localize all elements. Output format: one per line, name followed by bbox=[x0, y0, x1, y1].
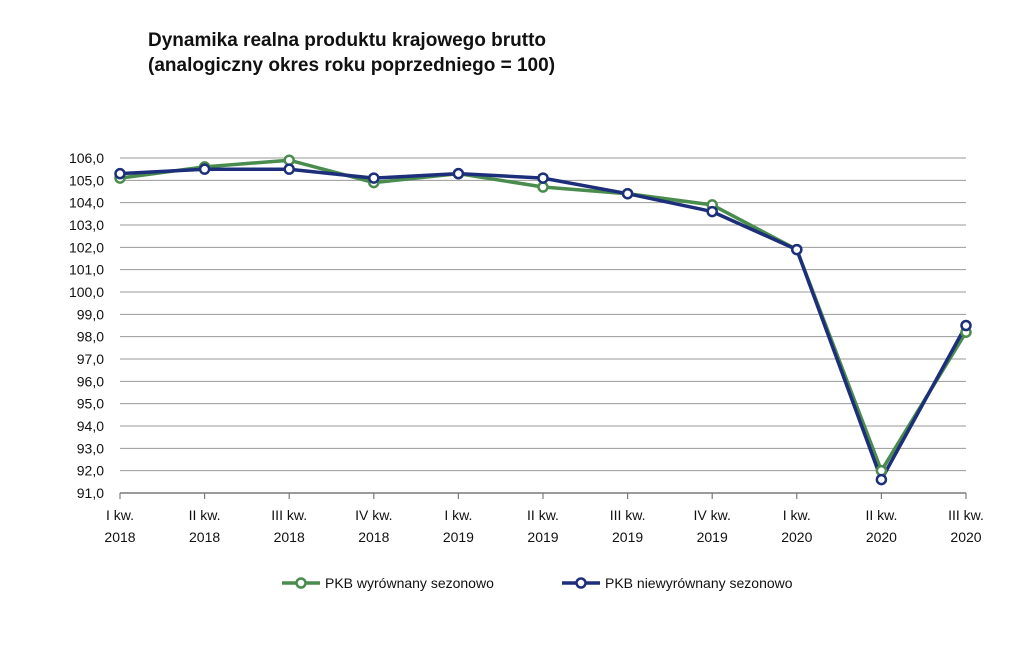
x-tick-label-year: 2018 bbox=[358, 529, 389, 545]
y-tick-label: 98,0 bbox=[77, 329, 104, 345]
y-tick-label: 97,0 bbox=[77, 351, 104, 367]
data-point-series-1 bbox=[368, 172, 380, 184]
gridlines bbox=[120, 157, 966, 494]
y-tick-label: 91,0 bbox=[77, 485, 104, 501]
data-point-series-0 bbox=[875, 464, 888, 477]
chart-title-block: Dynamika realna produktu krajowego brutt… bbox=[148, 28, 555, 78]
x-tick-label-quarter: III kw. bbox=[948, 507, 984, 523]
data-point-series-0 bbox=[283, 154, 295, 166]
x-tick-label-year: 2019 bbox=[697, 529, 728, 545]
x-tick-label-quarter: II kw. bbox=[189, 507, 221, 523]
data-point-series-0 bbox=[537, 181, 549, 193]
data-point-series-1 bbox=[960, 319, 972, 332]
x-tick-label-quarter: II kw. bbox=[527, 507, 559, 523]
y-tick-label: 101,0 bbox=[69, 262, 104, 278]
legend-item-seasonally-adjusted: PKB wyrównany sezonowo bbox=[281, 568, 494, 598]
x-tick-label-year: 2018 bbox=[274, 529, 305, 545]
legend: PKB wyrównany sezonowo PKB niewyrównany … bbox=[0, 568, 1024, 598]
x-tick-label-year: 2019 bbox=[527, 529, 558, 545]
legend-swatch-not-seasonally-adjusted bbox=[562, 577, 600, 589]
y-tick-label: 106,0 bbox=[69, 150, 104, 166]
x-tick-label-quarter: I kw. bbox=[444, 507, 472, 523]
legend-label-seasonally-adjusted: PKB wyrównany sezonowo bbox=[325, 575, 494, 591]
x-tick-label-year: 2019 bbox=[612, 529, 643, 545]
x-tick-label-year: 2020 bbox=[866, 529, 897, 545]
legend-label-not-seasonally-adjusted: PKB niewyrównany sezonowo bbox=[605, 575, 793, 591]
y-tick-label: 93,0 bbox=[77, 440, 104, 456]
y-tick-label: 99,0 bbox=[77, 306, 104, 322]
y-tick-label: 95,0 bbox=[77, 396, 104, 412]
y-tick-label: 94,0 bbox=[77, 418, 104, 434]
y-tick-label: 96,0 bbox=[77, 373, 104, 389]
y-tick-label: 92,0 bbox=[77, 463, 104, 479]
x-tick-label-quarter: I kw. bbox=[783, 507, 811, 523]
chart-subtitle: (analogiczny okres roku poprzedniego = 1… bbox=[148, 55, 556, 76]
x-tick-label-year: 2020 bbox=[781, 529, 812, 545]
data-point-series-1 bbox=[791, 243, 803, 256]
data-point-series-1 bbox=[875, 473, 888, 486]
data-point-series-1 bbox=[706, 205, 718, 218]
series-line-0 bbox=[118, 158, 968, 473]
y-tick-label: 100,0 bbox=[69, 284, 104, 300]
chart-title: Dynamika realna produktu krajowego brutt… bbox=[148, 30, 547, 51]
x-tick-label-quarter: III kw. bbox=[610, 507, 646, 523]
x-tick-label-quarter: I kw. bbox=[106, 507, 134, 523]
x-tick-label-quarter: IV kw. bbox=[355, 507, 392, 523]
data-point-series-1 bbox=[283, 163, 295, 175]
x-tick-label-year: 2018 bbox=[189, 529, 220, 545]
data-point-series-1 bbox=[452, 167, 465, 180]
series-lines bbox=[114, 154, 972, 486]
x-tick-label-quarter: II kw. bbox=[865, 507, 897, 523]
data-point-series-1 bbox=[537, 172, 549, 184]
x-tick-label-year: 2020 bbox=[950, 529, 981, 545]
x-tick-label-year: 2019 bbox=[443, 529, 474, 545]
x-tick-label-quarter: IV kw. bbox=[694, 507, 731, 523]
data-point-series-1 bbox=[198, 163, 211, 175]
legend-swatch-seasonally-adjusted bbox=[282, 577, 320, 589]
data-point-series-1 bbox=[114, 167, 126, 180]
x-tick-label-quarter: III kw. bbox=[271, 507, 307, 523]
x-tick-label-year: 2018 bbox=[104, 529, 135, 545]
y-axis-tick-labels: 91,0 92,0 93,0 94,0 95,0 96,0 97,0 98,0 99,0 100,… bbox=[69, 150, 104, 501]
series-line-1 bbox=[118, 167, 968, 482]
y-tick-label: 102,0 bbox=[69, 239, 104, 255]
x-axis: I kw. 2018 II kw. 2018 III kw. 2018 IV kw. 2018… bbox=[104, 492, 984, 545]
legend-item-not-seasonally-adjusted: PKB niewyrównany sezonowo bbox=[561, 568, 793, 598]
data-point-series-1 bbox=[621, 187, 634, 200]
y-tick-label: 105,0 bbox=[69, 172, 104, 188]
y-tick-label: 103,0 bbox=[69, 217, 104, 233]
y-tick-label: 104,0 bbox=[69, 195, 104, 211]
